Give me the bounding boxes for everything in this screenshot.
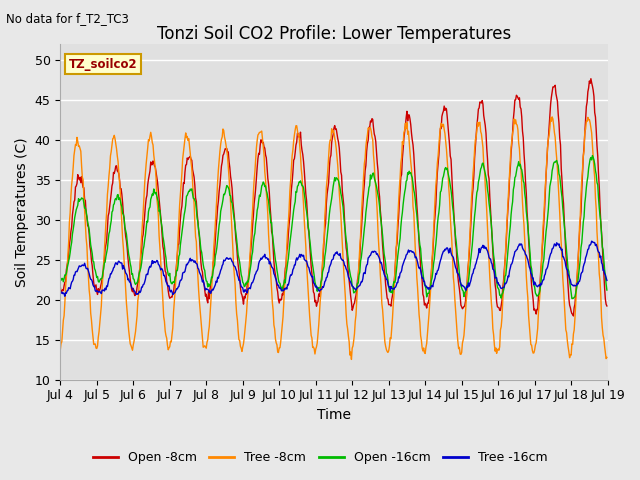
Open -8cm bbox=[207, 280, 214, 286]
Y-axis label: Soil Temperatures (C): Soil Temperatures (C) bbox=[15, 137, 29, 287]
Tree -16cm bbox=[124, 273, 131, 278]
Open -16cm bbox=[603, 287, 611, 293]
Open -8cm bbox=[603, 303, 611, 309]
Tree -8cm bbox=[603, 355, 611, 360]
Tree -16cm bbox=[67, 282, 75, 288]
Line: Open -16cm: Open -16cm bbox=[60, 156, 607, 299]
Open -16cm bbox=[123, 231, 131, 237]
Open -16cm bbox=[67, 250, 74, 255]
Tree -8cm bbox=[123, 300, 131, 306]
Line: Open -8cm: Open -8cm bbox=[60, 79, 607, 316]
Tree -16cm bbox=[208, 288, 216, 294]
Tree -16cm bbox=[56, 287, 64, 293]
Legend: Open -8cm, Tree -8cm, Open -16cm, Tree -16cm: Open -8cm, Tree -8cm, Open -16cm, Tree -… bbox=[88, 446, 552, 469]
Line: Tree -8cm: Tree -8cm bbox=[60, 117, 607, 360]
Tree -8cm bbox=[417, 333, 424, 338]
Tree -8cm bbox=[207, 299, 214, 305]
Open -16cm bbox=[56, 277, 64, 283]
Open -8cm bbox=[56, 284, 64, 289]
Tree -16cm bbox=[401, 257, 408, 263]
Open -8cm bbox=[416, 250, 424, 256]
Open -8cm bbox=[123, 238, 131, 244]
Tree -16cm bbox=[417, 267, 424, 273]
Open -8cm bbox=[400, 135, 408, 141]
Title: Tonzi Soil CO2 Profile: Lower Temperatures: Tonzi Soil CO2 Profile: Lower Temperatur… bbox=[157, 24, 511, 43]
Line: Tree -16cm: Tree -16cm bbox=[60, 241, 607, 296]
Open -16cm bbox=[207, 279, 214, 285]
Tree -16cm bbox=[603, 277, 611, 283]
X-axis label: Time: Time bbox=[317, 408, 351, 422]
Open -8cm bbox=[570, 313, 577, 319]
Tree -8cm bbox=[178, 170, 186, 176]
Tree -8cm bbox=[56, 348, 64, 353]
Open -8cm bbox=[67, 236, 74, 242]
Open -16cm bbox=[568, 296, 576, 301]
Open -8cm bbox=[587, 76, 595, 82]
Open -16cm bbox=[400, 195, 408, 201]
Text: No data for f_T2_TC3: No data for f_T2_TC3 bbox=[6, 12, 129, 25]
Open -16cm bbox=[178, 230, 186, 236]
Tree -16cm bbox=[588, 238, 595, 244]
Tree -8cm bbox=[401, 127, 408, 133]
Tree -8cm bbox=[67, 210, 74, 216]
Tree -16cm bbox=[179, 270, 186, 276]
Tree -16cm bbox=[61, 293, 68, 299]
Text: TZ_soilco2: TZ_soilco2 bbox=[68, 58, 137, 71]
Tree -8cm bbox=[348, 357, 355, 362]
Open -8cm bbox=[178, 203, 186, 209]
Open -16cm bbox=[416, 242, 424, 248]
Open -16cm bbox=[589, 153, 596, 158]
Tree -8cm bbox=[548, 114, 556, 120]
